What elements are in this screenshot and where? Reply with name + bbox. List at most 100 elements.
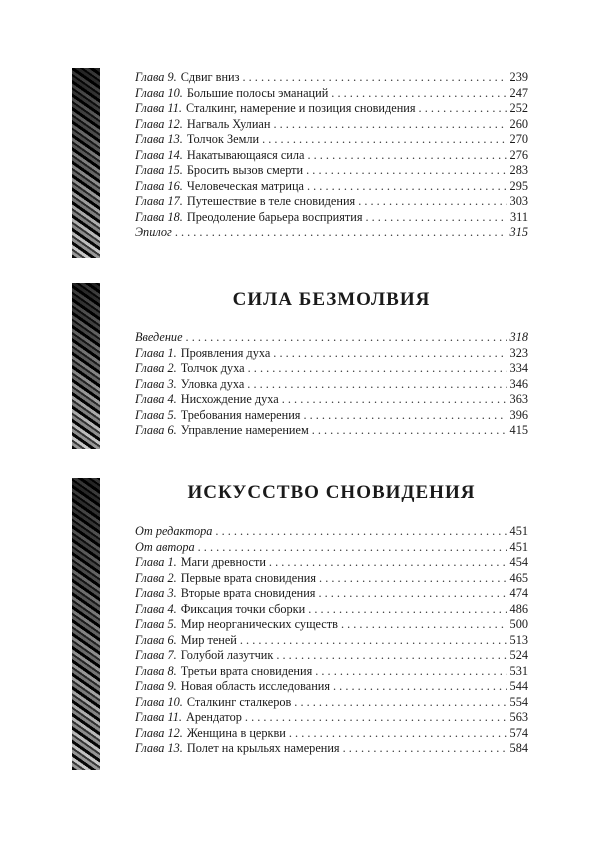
toc-entry: Глава 8.Третьи врата сновидения 531 bbox=[135, 664, 528, 680]
dot-leader bbox=[240, 633, 507, 649]
entry-page-number: 276 bbox=[509, 147, 528, 162]
entry-page-number: 524 bbox=[509, 648, 528, 662]
dot-leader bbox=[294, 695, 506, 711]
dot-leader bbox=[308, 602, 506, 618]
dot-leader bbox=[247, 377, 506, 393]
toc-entry: От автора 451 bbox=[135, 540, 528, 556]
entry-title: Большие полосы эманаций bbox=[186, 85, 329, 100]
toc-entry: Глава 16.Человеческая матрица 295 bbox=[135, 179, 528, 195]
toc-entry: Глава 12.Нагваль Хулиан 260 bbox=[135, 117, 528, 133]
toc-entry: Глава 13.Толчок Земли 270 bbox=[135, 132, 528, 148]
entry-label: Глава 9. bbox=[135, 70, 177, 84]
entry-label: Глава 1. bbox=[135, 555, 177, 569]
toc-section-sila-bezmolviya: СИЛА БЕЗМОЛВИЯ Введение 318 Глава 1.Проявл… bbox=[135, 289, 528, 439]
toc-entry: Глава 6.Мир теней 513 bbox=[135, 633, 528, 649]
entry-title: Сталкинг сталкеров bbox=[186, 694, 292, 709]
section-title: ИСКУССТВО СНОВИДЕНИЯ bbox=[187, 482, 476, 503]
entry-label: Глава 6. bbox=[135, 423, 177, 437]
entry-label: Глава 6. bbox=[135, 632, 177, 647]
toc-entry: Глава 13.Полет на крыльях намерения 584 bbox=[135, 741, 528, 757]
dot-leader bbox=[289, 726, 507, 742]
entry-title: Преодоление барьера восприятия bbox=[186, 209, 363, 224]
dot-leader bbox=[315, 664, 506, 680]
entry-page-number: 486 bbox=[509, 601, 528, 616]
entry-label: Глава 2. bbox=[135, 361, 177, 375]
entry-page-number: 303 bbox=[509, 194, 528, 208]
dot-leader bbox=[282, 392, 507, 408]
entry-title: Путешествие в теле сновидения bbox=[186, 194, 356, 208]
dot-leader bbox=[419, 101, 507, 117]
toc-entry: Глава 10.Большие полосы эманаций 247 bbox=[135, 86, 528, 102]
entry-label: Глава 13. bbox=[135, 132, 183, 146]
toc-entry: Глава 10.Сталкинг сталкеров 554 bbox=[135, 695, 528, 711]
entry-page-number: 584 bbox=[509, 741, 528, 755]
dot-leader bbox=[333, 679, 507, 695]
toc-entry: Глава 3.Вторые врата сновидения 474 bbox=[135, 586, 528, 602]
toc-entry: Введение 318 bbox=[135, 330, 528, 346]
dot-leader bbox=[262, 132, 506, 148]
toc-entry: Глава 11.Арендатор 563 bbox=[135, 710, 528, 726]
entry-page-number: 260 bbox=[509, 116, 528, 131]
dot-leader bbox=[273, 117, 506, 133]
toc-entry: Глава 2.Толчок духа 334 bbox=[135, 361, 528, 377]
toc-entry: От редактора 451 bbox=[135, 524, 528, 540]
entry-title: Мир неорганических существ bbox=[180, 617, 338, 631]
toc-entry: Глава 7.Голубой лазутчик 524 bbox=[135, 648, 528, 664]
entry-page-number: 311 bbox=[510, 209, 528, 224]
toc-section-iskusstvo-snovideniya: ИСКУССТВО СНОВИДЕНИЯ От редактора 451 От а… bbox=[135, 482, 528, 757]
decorative-illustration-strip-3 bbox=[72, 478, 100, 770]
entry-title: Арендатор bbox=[185, 710, 242, 724]
dot-leader bbox=[307, 148, 506, 164]
entry-title: Голубой лазутчик bbox=[180, 648, 274, 662]
dot-leader bbox=[358, 194, 506, 210]
dot-leader bbox=[248, 361, 507, 377]
entry-page-number: 270 bbox=[509, 132, 528, 146]
entry-page-number: 451 bbox=[509, 524, 528, 538]
entry-page-number: 252 bbox=[509, 101, 528, 115]
entry-label: Глава 3. bbox=[135, 586, 177, 600]
toc-entry: Глава 11. Сталкинг, намерение и позиция с… bbox=[135, 101, 528, 117]
toc-entry: Глава 18.Преодоление барьера восприятия 3… bbox=[135, 210, 528, 226]
entry-label: От редактора bbox=[135, 524, 213, 538]
entry-page-number: 239 bbox=[509, 70, 528, 84]
entry-page-number: 334 bbox=[509, 361, 528, 375]
toc-entry: Глава 9.Сдвиг вниз 239 bbox=[135, 70, 528, 86]
toc-entry: Глава 17.Путешествие в теле сновидения 30… bbox=[135, 194, 528, 210]
entry-page-number: 500 bbox=[509, 617, 528, 631]
entry-title: Женщина в церкви bbox=[186, 725, 286, 740]
entry-title: Маги древности bbox=[180, 555, 266, 569]
entry-title: Требования намерения bbox=[180, 407, 301, 422]
toc-entry: Глава 9.Новая область исследования 544 bbox=[135, 679, 528, 695]
dot-leader bbox=[175, 225, 507, 241]
entry-title: Проявления духа bbox=[180, 345, 271, 360]
entry-title: Человеческая матрица bbox=[186, 178, 304, 193]
entry-page-number: 554 bbox=[509, 694, 528, 709]
toc-entry: Глава 4.Фиксация точки сборки 486 bbox=[135, 602, 528, 618]
entry-label: Глава 4. bbox=[135, 392, 177, 406]
entry-page-number: 363 bbox=[509, 392, 528, 406]
entry-title: Первые врата сновидения bbox=[180, 570, 317, 585]
entry-title: Толчок духа bbox=[180, 361, 245, 375]
entry-label: От автора bbox=[135, 539, 195, 554]
entry-page-number: 318 bbox=[509, 330, 528, 344]
section-title: СИЛА БЕЗМОЛВИЯ bbox=[232, 289, 431, 310]
entry-label: Глава 5. bbox=[135, 407, 177, 422]
dot-leader bbox=[312, 423, 507, 439]
entry-page-number: 283 bbox=[509, 163, 528, 177]
entry-page-number: 415 bbox=[509, 423, 528, 437]
entry-page-number: 465 bbox=[509, 570, 528, 585]
entry-page-number: 563 bbox=[509, 710, 528, 724]
entry-title: Мир теней bbox=[180, 632, 237, 647]
dot-leader bbox=[366, 210, 508, 226]
entry-label: Глава 3. bbox=[135, 376, 177, 391]
entry-title: Нисхождение духа bbox=[180, 392, 279, 406]
entry-label: Глава 5. bbox=[135, 617, 177, 631]
dot-leader bbox=[276, 648, 506, 664]
toc-entry: Глава 1.Маги древности 454 bbox=[135, 555, 528, 571]
dot-leader bbox=[273, 346, 506, 362]
dot-leader bbox=[318, 586, 506, 602]
dot-leader bbox=[319, 571, 507, 587]
entry-title: Полет на крыльях намерения bbox=[186, 741, 340, 755]
entry-label: Глава 1. bbox=[135, 345, 177, 360]
entry-label: Глава 2. bbox=[135, 570, 177, 585]
